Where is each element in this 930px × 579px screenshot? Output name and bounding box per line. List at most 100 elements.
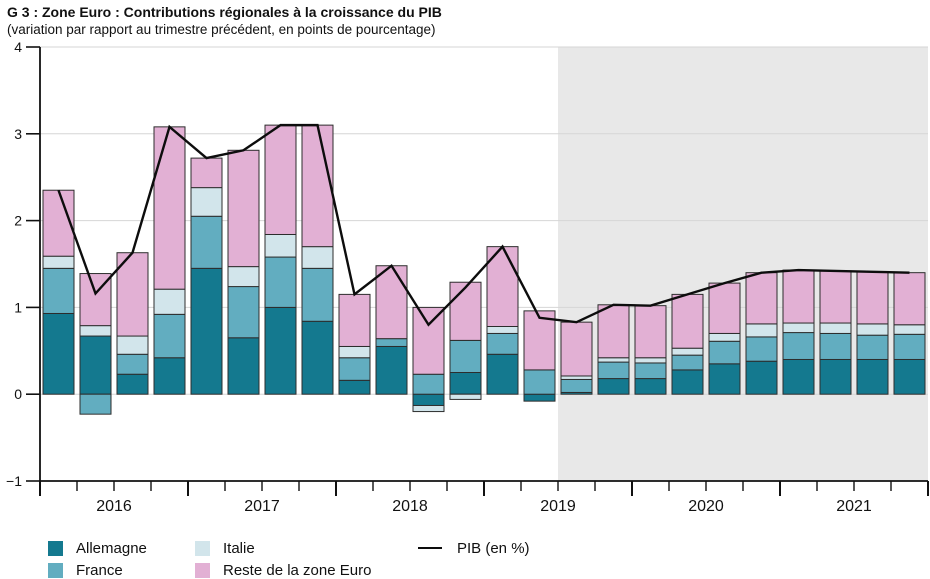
bar-segment [190,267,223,395]
y-tick-label: 3 [14,126,22,142]
bar-segment [782,269,815,324]
bar-segment [412,306,445,375]
bar-segment [227,337,260,395]
bar-segment [375,345,408,395]
bar-segment [153,126,186,290]
y-tick-label: 2 [14,213,22,229]
bar-segment [449,372,482,395]
bar-segment [671,347,704,356]
bar-segment [301,246,334,269]
y-tick-label: 1 [14,299,22,315]
chart-canvas: −1 0 1 2 3 4 2016 2017 2018 2019 2020 2021 [6,39,929,515]
x-year-label: 2021 [836,498,872,515]
bar-segment [745,336,778,362]
france-swatch [48,562,63,578]
bar-segment [190,187,223,217]
legend-item-pib: PIB (en %) [418,539,530,557]
bar-segment [227,286,260,339]
bar-segment [227,149,260,268]
bar-segment [597,378,630,395]
bar-segment [412,373,445,395]
bar-segment [375,338,408,347]
bar-segment [338,345,371,359]
bar-segment [671,354,704,371]
bar-segment [449,281,482,341]
bar-segment [671,369,704,395]
bar-segment [819,270,852,324]
bar-segment [893,324,926,335]
bar-segment [301,320,334,395]
bar-segment [153,288,186,315]
bar-segment [116,353,149,375]
bar-segment [893,272,926,326]
bar-segment [190,157,223,189]
bar-segment [264,306,297,395]
bar-segment [486,246,519,327]
bar-segment [264,124,297,235]
bar-segment [116,373,149,395]
bar-segment [708,282,741,334]
bar-segment [708,332,741,342]
bar-segment [153,313,186,359]
bar-segment [893,358,926,395]
bar-segment [597,304,630,359]
bar-segment [560,378,593,393]
y-tick-label: 0 [14,386,22,402]
bar-segment [856,358,889,395]
x-year-label: 2019 [540,498,576,515]
bar-segment [523,393,556,402]
bar-segment [782,358,815,395]
bar-segment [523,369,556,395]
legend-label-reste: Reste de la zone Euro [223,561,372,579]
bar-segment [819,332,852,360]
pib-line-sample [418,546,442,550]
bar-segment [227,266,260,288]
reste-swatch [195,562,210,578]
bar-segment [338,357,371,381]
chart-title: G 3 : Zone Euro : Contributions régional… [7,4,442,20]
bar-segment [560,321,593,377]
legend-item-france: France [48,561,123,579]
legend-label-italie: Italie [223,539,255,557]
bar-segment [338,293,371,347]
bar-segment [708,363,741,395]
bar-segment [560,375,593,380]
italie-swatch [195,540,210,556]
bar-segment [301,124,334,248]
pib-line [57,123,910,327]
bar-segment [116,335,149,355]
bar-segment [79,393,112,415]
legend-item-allemagne: Allemagne [48,540,147,557]
x-year-label: 2018 [392,498,428,515]
bar-segment [264,256,297,308]
bar-segment [190,215,223,269]
bar-segment [708,340,741,365]
bar-segment [634,378,667,395]
bar-segment [486,325,519,334]
legend-label-pib: PIB (en %) [457,539,530,557]
bar-segment [42,189,75,257]
bar-segment [486,353,519,395]
bar-segment [301,267,334,322]
bar-segment [449,339,482,374]
bar-segment [819,322,852,334]
bar-segment [634,305,667,359]
bar-segment [42,312,75,395]
bar-segment [597,357,630,363]
legend-label-france: France [76,561,123,579]
bar-segment [486,332,519,355]
x-year-label: 2017 [244,498,280,515]
bar-segment [671,293,704,349]
bar-segment [634,357,667,364]
bar-segment [338,379,371,395]
x-year-label: 2020 [688,498,724,515]
bar-segment [597,361,630,380]
bar-segment [856,334,889,360]
bar-segment [782,322,815,334]
bar-segment [782,332,815,360]
bar-segment [745,360,778,395]
bar-segment [893,333,926,360]
bar-segment [153,357,186,395]
x-year-label: 2016 [96,498,132,515]
